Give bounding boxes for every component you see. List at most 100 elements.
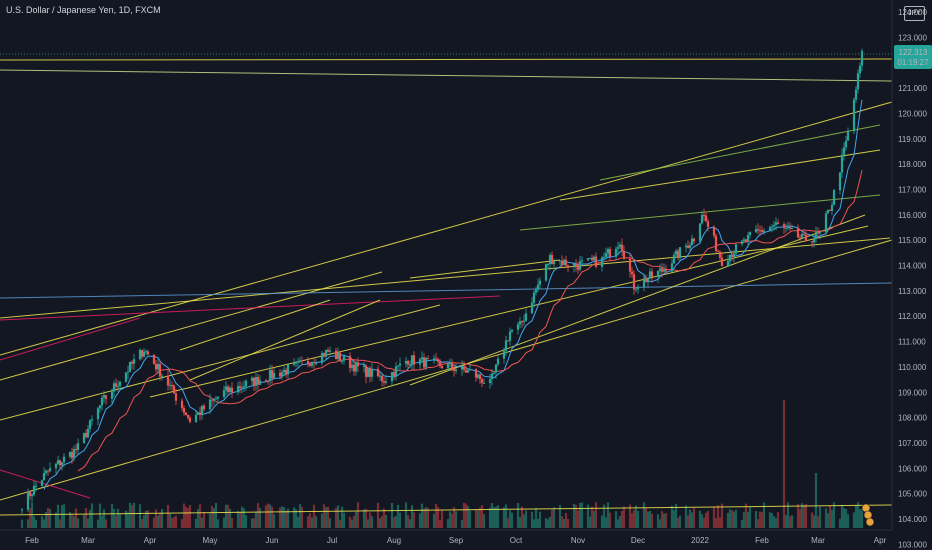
candle-body [40,480,44,486]
volume-bar [412,512,416,528]
volume-bar [476,510,480,528]
candle-body [746,235,750,242]
trend-line[interactable] [0,469,91,499]
volume-bar [478,507,482,528]
currency-button[interactable]: JPY [904,6,925,21]
volume-bar [734,509,738,528]
candle-body [352,364,356,372]
trend-line[interactable] [0,239,893,501]
volume-bar [454,511,458,528]
time-tick-label: May [202,536,217,545]
candle-body [488,379,492,383]
trend-line[interactable] [0,282,893,299]
candle-body [800,233,804,239]
volume-bar [502,507,506,528]
candle-body [604,253,608,258]
candle-body [574,263,578,266]
time-axis[interactable]: Feb Mar Apr May Jun Jul Aug Sep Oct Nov Dec 2022 Feb… [25,536,886,545]
candle-body [506,340,510,342]
candle-body [660,268,664,272]
candle-body [636,287,640,289]
candle-body [194,414,198,423]
volume-bar [706,511,710,528]
candle-body [128,361,132,372]
volume-bar [602,504,606,528]
candle-body [522,320,526,322]
interval[interactable]: 1D [118,5,131,15]
trend-line[interactable] [0,317,141,361]
volume-bar [508,510,512,528]
candle-body [762,230,766,232]
candle-body [594,256,598,267]
volume-bar [294,509,298,528]
candle-body [608,249,612,257]
trend-line[interactable] [0,304,441,421]
candle-body [256,377,260,385]
candle-body [460,365,464,370]
volume-bar [338,519,342,528]
trend-line[interactable] [0,271,383,381]
trend-line[interactable] [559,149,881,201]
trend-line[interactable] [599,124,881,181]
volume-bar [754,511,758,528]
candle-body [188,417,192,423]
candle-body [210,399,214,401]
trend-line[interactable] [0,58,893,61]
trend-line[interactable] [0,237,891,319]
candle-body [406,361,410,365]
price-axis[interactable]: 124.000123.000122.000121.000120.000119.0… [898,8,927,550]
candle-body [144,351,148,353]
candle-body [160,375,164,377]
volume-bar [748,507,752,528]
volume-bar [398,512,402,528]
trend-line[interactable] [0,69,893,82]
candle-body [314,363,318,365]
volume-bar [662,513,666,528]
volume-bar [26,519,30,528]
volume-bar [642,502,646,528]
volume-bar [116,508,120,528]
trend-line[interactable] [409,259,561,279]
candle-body [236,386,240,393]
candle-body [534,289,538,293]
volume-bar [292,507,296,528]
candle-body [544,264,548,281]
candle-body [716,250,720,252]
candle-body [744,239,748,242]
symbol-name[interactable]: U.S. Dollar / Japanese Yen [6,5,114,15]
candle-body [644,278,648,283]
price-tick-label: 106.000 [898,464,927,473]
event-marker[interactable] [865,517,875,527]
trend-line[interactable] [189,299,381,381]
trend-line[interactable] [0,295,501,321]
volume-bar [732,511,736,528]
trend-line[interactable] [179,299,331,351]
volume-bar [84,508,88,528]
volume-bar [482,514,486,528]
volume-bar [238,511,242,528]
trend-line[interactable] [0,504,893,516]
volume-bar [124,510,128,528]
volume-bar [208,513,212,528]
candle-body [552,261,556,264]
candle-body [756,229,760,231]
volume-bar [690,512,694,528]
volume-bar [496,505,500,528]
candle-body [174,393,178,401]
candle-body [200,405,204,415]
volume-bar [438,519,442,528]
volume-bar [404,502,408,528]
candle-body [768,227,772,231]
trend-line[interactable] [519,194,881,231]
candle-body [788,227,792,229]
volume-bar [250,518,254,528]
candle-body [844,140,848,148]
candle-body [818,232,822,234]
candle-body [672,254,676,264]
volume-bar [828,505,832,528]
trend-line[interactable] [409,214,866,386]
volume-bar [86,518,90,528]
volume-bar [440,510,444,528]
candle-body [398,363,402,366]
